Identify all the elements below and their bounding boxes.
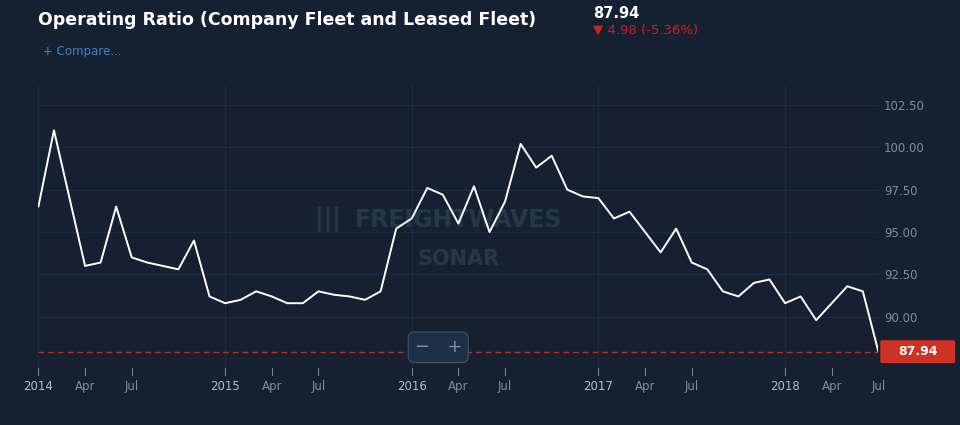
Text: 2015: 2015 — [210, 380, 240, 394]
Text: SONAR: SONAR — [418, 249, 499, 269]
Text: Apr: Apr — [261, 380, 282, 394]
Text: Jul: Jul — [872, 380, 885, 394]
Text: ▼ 4.98 (-5.36%): ▼ 4.98 (-5.36%) — [593, 23, 699, 37]
Text: Jul: Jul — [311, 380, 325, 394]
Text: 2018: 2018 — [770, 380, 800, 394]
Text: + Compare...: + Compare... — [43, 45, 122, 58]
Text: Jul: Jul — [125, 380, 139, 394]
Text: Apr: Apr — [448, 380, 468, 394]
Text: |||: ||| — [315, 207, 341, 232]
Text: 2017: 2017 — [584, 380, 613, 394]
Text: 2014: 2014 — [23, 380, 54, 394]
Text: Operating Ratio (Company Fleet and Leased Fleet): Operating Ratio (Company Fleet and Lease… — [38, 11, 537, 28]
Text: 2016: 2016 — [396, 380, 426, 394]
Text: Apr: Apr — [635, 380, 656, 394]
Text: FREIGHTWAVES: FREIGHTWAVES — [354, 207, 563, 232]
Text: 87.94: 87.94 — [898, 345, 938, 358]
Text: 87.94: 87.94 — [593, 6, 639, 21]
Text: Jul: Jul — [684, 380, 699, 394]
Text: Jul: Jul — [498, 380, 513, 394]
Text: Apr: Apr — [822, 380, 842, 394]
Text: Apr: Apr — [75, 380, 95, 394]
Text: −   +: − + — [415, 338, 462, 356]
